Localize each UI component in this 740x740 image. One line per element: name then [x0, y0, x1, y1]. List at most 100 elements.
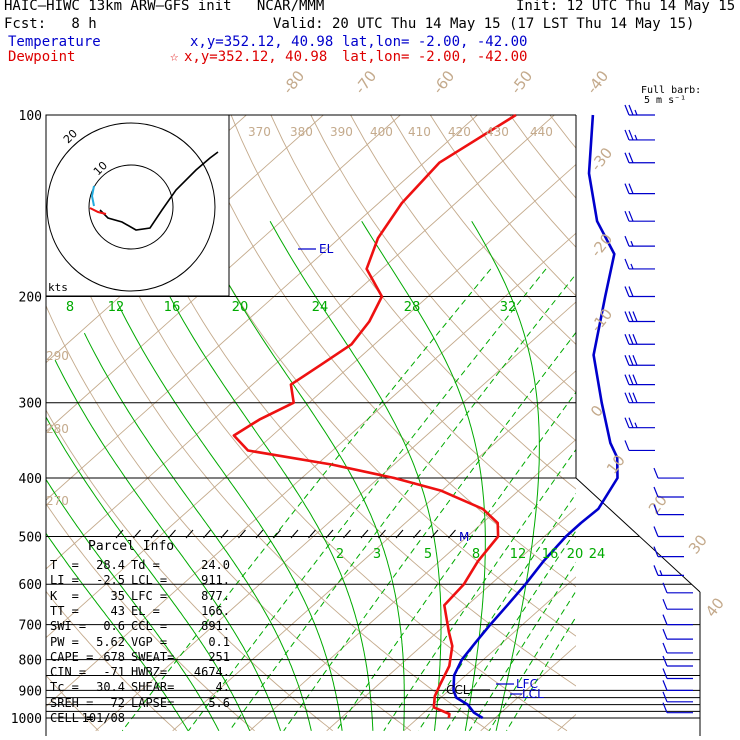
wind-legend-speed: 5 m s⁻¹ [644, 95, 687, 106]
wind-barb [624, 183, 655, 195]
mixing-ratio-line [418, 492, 576, 732]
isotherm-line [712, 0, 740, 731]
wind-barb [624, 392, 655, 404]
wind-barb-flag [624, 355, 630, 366]
mixing-ratio-label-top: 16 [164, 300, 181, 315]
pressure-label: 700 [19, 619, 42, 634]
theta-label: 410 [408, 125, 431, 139]
wind-barb-flag [624, 152, 630, 163]
theta-label: 420 [448, 125, 471, 139]
parcel-info-label: LI = [50, 573, 79, 588]
wind-barb-flag [628, 392, 634, 403]
freezing-hatch [185, 529, 194, 539]
isotherm-label: -40 [583, 67, 612, 97]
dry-adiabat-line [390, 115, 576, 346]
wind-barb-flag [624, 183, 630, 194]
moist-adiabat-line [269, 220, 442, 731]
freezing-hatch [413, 529, 421, 539]
wind-barb [662, 598, 693, 610]
parcel-info-value: 72 [110, 695, 125, 710]
freezing-hatch [220, 529, 229, 539]
wind-barb-flag [662, 655, 668, 667]
wind-barb [662, 702, 693, 714]
forecast-hour: Fcst: 8 h [4, 16, 97, 32]
isotherm-line [46, 115, 479, 501]
pressure-label: 900 [19, 684, 42, 699]
el-label: EL [319, 242, 334, 256]
dry-adiabat-line [590, 115, 740, 731]
wind-barb-flag [628, 183, 634, 194]
dry-adiabat-line [46, 409, 333, 732]
freezing-hatch [430, 529, 439, 539]
dewpoint-xy: x,y=352.12, 40.98 [184, 49, 328, 65]
moist-adiabat-line [83, 332, 312, 731]
wind-barb-flag [632, 374, 638, 385]
moist-adiabat-line [155, 268, 374, 731]
mixing-ratio-line [229, 273, 576, 732]
wind-barbs [624, 104, 693, 714]
hodograph-trace-red [89, 207, 107, 215]
wind-barb-flag [624, 392, 630, 403]
mixing-ratio-label-top: 32 [500, 300, 517, 315]
mixing-ratio-line [335, 391, 576, 732]
theta-label: 370 [248, 125, 271, 139]
wind-barb-flag [624, 235, 630, 247]
parcel-info-label: K = [50, 588, 79, 603]
wind-barb [662, 628, 693, 640]
dry-adiabat-line [310, 115, 576, 442]
parcel-info-label: CELL = [50, 711, 94, 725]
freezing-hatch [115, 529, 124, 539]
parcel-info-label: Td = [131, 558, 160, 572]
pressure-label: 100 [19, 109, 42, 124]
temperature-latlon: lat,lon= -2.00, -42.00 [342, 34, 528, 50]
temperature-profile-line [452, 114, 619, 720]
freezing-hatch [308, 529, 316, 539]
wind-barb [624, 152, 655, 164]
wind-barb-flag [653, 546, 659, 557]
isotherm-label: 30 [685, 531, 711, 557]
model-title: HAIC–HIWC 13km ARW–GFS init NCAR/MMM [4, 0, 325, 14]
freezing-hatch [238, 529, 246, 539]
wind-barb [662, 655, 693, 667]
wind-barb-flag [624, 417, 630, 428]
dry-adiabat-line [46, 174, 490, 732]
isotherm-label: 10 [603, 451, 629, 477]
dewpoint-profile-line [232, 113, 517, 719]
mixing-ratio-line [506, 616, 576, 732]
freezing-hatch [255, 529, 264, 539]
parcel-info-value: 5.62 [96, 634, 125, 649]
parcel-info-value: 43 [110, 603, 125, 618]
wind-barb-flag [628, 210, 634, 222]
parcel-info-label: SWEAT= [131, 649, 175, 664]
isotherm-line [95, 301, 576, 732]
wind-barb [624, 235, 655, 247]
hodograph-trace [99, 151, 219, 231]
parcel-info-label: CCL = [131, 619, 168, 634]
dry-adiabat-line [509, 115, 576, 199]
dry-adiabat-line [230, 115, 576, 539]
theta-label: 290 [46, 349, 69, 363]
wind-barb [662, 614, 693, 626]
wind-legend-title: Full barb: [641, 85, 702, 96]
parcel-info-label: SREH = [50, 695, 94, 710]
wind-barb-flag [653, 486, 659, 498]
theta-label: 280 [46, 422, 69, 436]
parcel-info-value: 35 [110, 588, 125, 603]
init-time: Init: 12 UTC Thu 14 May 15 [516, 0, 736, 14]
isotherm-label: -80 [279, 67, 308, 97]
mixing-ratio-label-mid: 5 [424, 547, 432, 562]
parcel-info-label: T = [50, 558, 79, 572]
parcel-info-title: Parcel Info [88, 539, 175, 554]
dry-adiabat-line [709, 115, 740, 731]
mixing-ratio-label-mid: 24 [589, 547, 606, 562]
mixing-ratio-label-mid: 2 [336, 547, 344, 562]
lcl-label: LCL [522, 687, 544, 701]
freezing-hatch [203, 529, 211, 539]
chart-labels: -80 -70 -60 -50 -40-30-20-100102030402702802… [46, 67, 728, 701]
pressure-label: 800 [19, 654, 42, 669]
mixing-ratio-label-mid: 16 [542, 547, 559, 562]
isotherm-label: -70 [351, 67, 380, 97]
